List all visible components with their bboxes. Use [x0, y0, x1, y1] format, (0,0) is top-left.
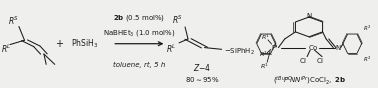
Text: $\mathrm{PhSiH_3}$: $\mathrm{PhSiH_3}$	[71, 37, 98, 50]
Text: $\mathit{Z}\mathrm{-4}$: $\mathit{Z}\mathrm{-4}$	[193, 62, 211, 73]
Text: $\mathrm{N}$: $\mathrm{N}$	[306, 11, 312, 20]
Text: $R^S$: $R^S$	[8, 14, 19, 27]
Text: $R^2$: $R^2$	[363, 24, 371, 33]
Text: $\mathrm{Co}$: $\mathrm{Co}$	[308, 43, 319, 52]
Text: $R^L$: $R^L$	[166, 42, 177, 55]
Text: $(^{tBu}\!P^C\!\!NN^{iPr})\mathrm{CoCl_2,\ \mathbf{2b}}$: $(^{tBu}\!P^C\!\!NN^{iPr})\mathrm{CoCl_2…	[273, 74, 347, 86]
Text: $R^1$: $R^1$	[261, 33, 270, 42]
Text: $\mathbf{2b}$ (0.5 mol%): $\mathbf{2b}$ (0.5 mol%)	[113, 13, 165, 23]
Text: $80{\sim}95\%$: $80{\sim}95\%$	[184, 75, 219, 84]
Text: toluene, rt, 5 h: toluene, rt, 5 h	[113, 62, 166, 68]
Text: +: +	[55, 39, 63, 49]
Text: $-\mathrm{SiPhH_2}$: $-\mathrm{SiPhH_2}$	[224, 47, 255, 57]
Text: $R^L$: $R^L$	[1, 43, 12, 55]
Text: $\mathrm{P}$: $\mathrm{P}$	[271, 43, 277, 52]
Text: $\mathrm{NaBHEt_3}$ (1.0 mol%): $\mathrm{NaBHEt_3}$ (1.0 mol%)	[103, 28, 175, 38]
Text: $R^1$: $R^1$	[260, 62, 270, 71]
Text: $R^S$: $R^S$	[172, 14, 183, 26]
Text: $\mathrm{N}$: $\mathrm{N}$	[335, 43, 342, 52]
Text: $\mathrm{Cl}$: $\mathrm{Cl}$	[299, 56, 307, 65]
Text: $\mathrm{Cl}$: $\mathrm{Cl}$	[316, 56, 324, 65]
Text: $R^2$: $R^2$	[363, 55, 371, 64]
Text: $R^1$: $R^1$	[259, 50, 268, 59]
